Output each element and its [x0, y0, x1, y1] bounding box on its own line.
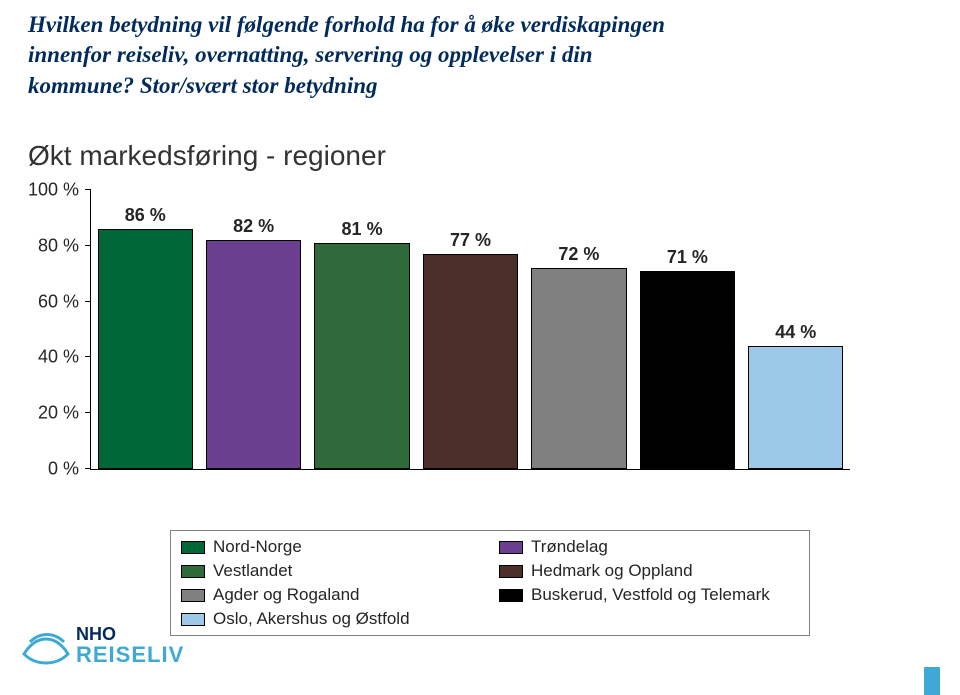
legend-swatch	[181, 541, 205, 554]
bar: 82 %	[206, 240, 301, 469]
legend-label: Buskerud, Vestfold og Telemark	[531, 585, 770, 605]
page-title: Hvilken betydning vil følgende forhold h…	[28, 10, 920, 101]
bar: 81 %	[314, 243, 409, 469]
legend-label: Oslo, Akershus og Østfold	[213, 609, 410, 629]
title-line-1: Hvilken betydning vil følgende forhold h…	[28, 12, 665, 37]
y-axis-tick-mark	[85, 468, 91, 469]
legend-label: Agder og Rogaland	[213, 585, 360, 605]
legend-swatch	[499, 541, 523, 554]
bar-value-label: 77 %	[450, 230, 491, 251]
y-axis-tick-mark	[85, 412, 91, 413]
bar: 44 %	[748, 346, 843, 469]
y-axis-tick-mark	[85, 245, 91, 246]
title-line-3: kommune? Stor/svært stor betydning	[28, 73, 378, 98]
y-axis-tick-mark	[85, 301, 91, 302]
bar-value-label: 82 %	[233, 216, 274, 237]
bar-value-label: 81 %	[342, 219, 383, 240]
bar-value-label: 71 %	[667, 247, 708, 268]
legend-item: Buskerud, Vestfold og Telemark	[499, 585, 799, 605]
y-axis-tick-label: 0 %	[48, 459, 91, 480]
bar-value-label: 86 %	[125, 205, 166, 226]
bar: 71 %	[640, 271, 735, 469]
legend-label: Trøndelag	[531, 537, 608, 557]
title-line-2: innenfor reiseliv, overnatting, serverin…	[28, 42, 593, 67]
legend-swatch	[181, 565, 205, 578]
legend-swatch	[181, 589, 205, 602]
legend-swatch	[499, 589, 523, 602]
legend-swatch	[499, 565, 523, 578]
legend-item: Trøndelag	[499, 537, 799, 557]
y-axis-tick-label: 20 %	[38, 403, 91, 424]
legend-label: Vestlandet	[213, 561, 292, 581]
y-axis-tick-label: 60 %	[38, 291, 91, 312]
legend-item: Hedmark og Oppland	[499, 561, 799, 581]
bar: 86 %	[98, 229, 193, 469]
plot-area: 86 %82 %81 %77 %72 %71 %44 % 0 %20 %40 %…	[90, 190, 850, 470]
bar: 72 %	[531, 268, 626, 469]
logo-bottom-text: REISELIV	[76, 642, 184, 667]
legend: Nord-Norge Trøndelag Vestlandet Hedmark og …	[170, 530, 810, 636]
legend-label: Hedmark og Oppland	[531, 561, 693, 581]
legend-label: Nord-Norge	[213, 537, 302, 557]
y-axis-tick-label: 80 %	[38, 235, 91, 256]
legend-item: Vestlandet	[181, 561, 481, 581]
y-axis-tick-label: 100 %	[28, 180, 91, 201]
bar-value-label: 44 %	[775, 322, 816, 343]
y-axis-tick-mark	[85, 189, 91, 190]
y-axis-tick-mark	[85, 356, 91, 357]
legend-item: Agder og Rogaland	[181, 585, 481, 605]
bar-value-label: 72 %	[558, 244, 599, 265]
y-axis-tick-label: 40 %	[38, 347, 91, 368]
chart-subtitle: Økt markedsføring - regioner	[28, 140, 386, 172]
bars-container: 86 %82 %81 %77 %72 %71 %44 %	[91, 190, 850, 469]
accent-stripe	[924, 667, 940, 695]
logo-top-text: NHO	[76, 624, 116, 644]
nho-reiseliv-logo: NHO REISELIV	[22, 616, 192, 681]
legend-item: Oslo, Akershus og Østfold	[181, 609, 481, 629]
bar-chart: 86 %82 %81 %77 %72 %71 %44 % 0 %20 %40 %…	[90, 190, 850, 490]
legend-item: Nord-Norge	[181, 537, 481, 557]
bar: 77 %	[423, 254, 518, 469]
